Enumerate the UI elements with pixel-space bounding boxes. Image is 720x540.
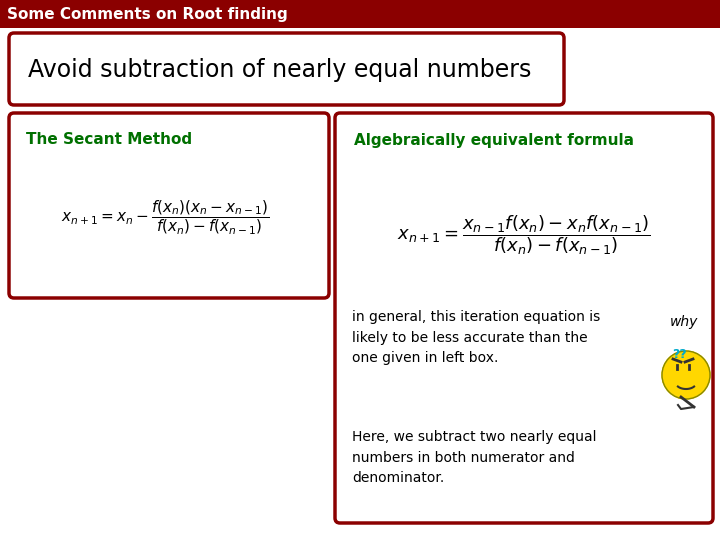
Text: in general, this iteration equation is
likely to be less accurate than the
one g: in general, this iteration equation is l… (352, 310, 600, 365)
Text: $x_{n+1} = x_n - \dfrac{f(x_n)(x_n - x_{n-1})}{f(x_n) - f(x_{n-1})}$: $x_{n+1} = x_n - \dfrac{f(x_n)(x_n - x_{… (60, 199, 269, 237)
Text: Algebraically equivalent formula: Algebraically equivalent formula (354, 132, 634, 147)
FancyBboxPatch shape (335, 113, 713, 523)
Text: The Secant Method: The Secant Method (26, 132, 192, 147)
Text: why: why (670, 315, 698, 329)
FancyBboxPatch shape (9, 33, 564, 105)
FancyBboxPatch shape (0, 0, 720, 28)
Circle shape (662, 351, 710, 399)
Text: $x_{n+1} = \dfrac{x_{n-1}f(x_n) - x_n f(x_{n-1})}{f(x_n) - f(x_{n-1})}$: $x_{n+1} = \dfrac{x_{n-1}f(x_n) - x_n f(… (397, 213, 651, 257)
Text: Avoid subtraction of nearly equal numbers: Avoid subtraction of nearly equal number… (28, 58, 531, 82)
Text: Some Comments on Root finding: Some Comments on Root finding (7, 6, 288, 22)
Text: ??: ?? (672, 348, 687, 361)
FancyBboxPatch shape (9, 113, 329, 298)
Text: Here, we subtract two nearly equal
numbers in both numerator and
denominator.: Here, we subtract two nearly equal numbe… (352, 430, 596, 485)
